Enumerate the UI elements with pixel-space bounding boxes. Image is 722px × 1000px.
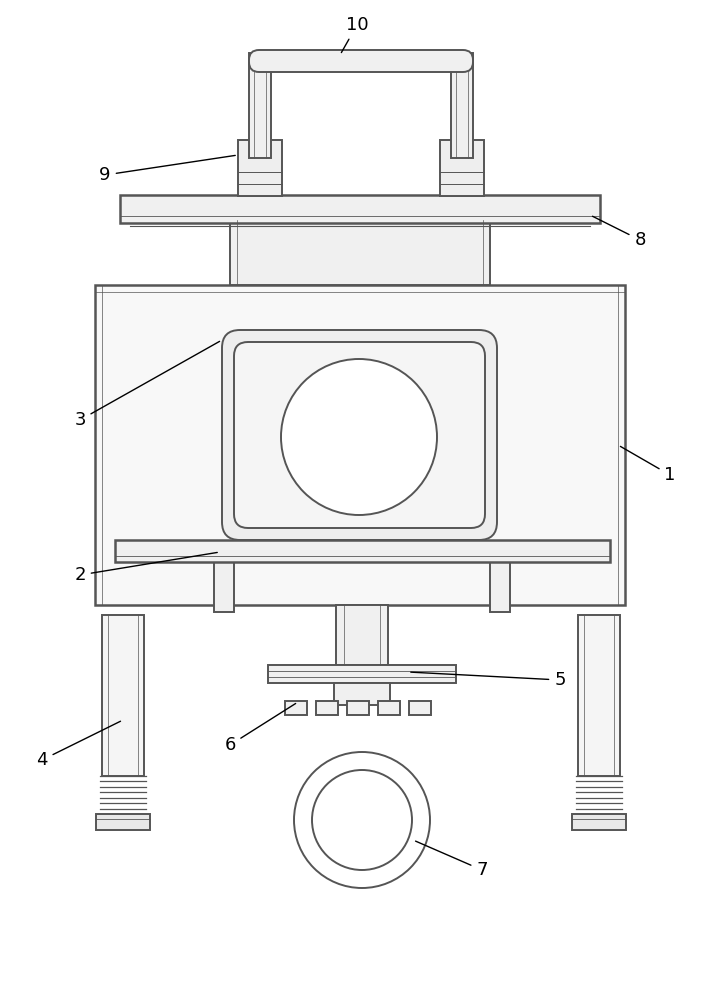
Bar xyxy=(214,562,234,612)
Bar xyxy=(572,814,626,830)
FancyBboxPatch shape xyxy=(249,50,473,72)
Text: 3: 3 xyxy=(74,341,219,429)
Bar xyxy=(316,701,338,715)
Text: 1: 1 xyxy=(620,446,676,484)
Bar xyxy=(347,701,369,715)
Text: 9: 9 xyxy=(99,155,235,184)
Bar xyxy=(230,220,490,285)
Bar xyxy=(268,665,456,683)
Bar xyxy=(249,53,271,158)
Circle shape xyxy=(312,770,412,870)
Bar xyxy=(120,195,600,223)
Text: 8: 8 xyxy=(593,216,645,249)
Bar xyxy=(451,53,473,158)
Text: 10: 10 xyxy=(342,16,368,53)
Bar xyxy=(578,615,620,776)
Bar xyxy=(102,615,144,776)
Bar xyxy=(115,540,610,562)
Text: 2: 2 xyxy=(74,552,217,584)
Circle shape xyxy=(281,359,437,515)
Text: 6: 6 xyxy=(225,703,295,754)
Circle shape xyxy=(294,752,430,888)
Bar xyxy=(334,683,390,705)
FancyBboxPatch shape xyxy=(222,330,497,540)
Bar xyxy=(95,285,625,605)
Text: 4: 4 xyxy=(36,721,121,769)
Bar xyxy=(285,701,307,715)
Bar xyxy=(440,140,484,196)
Bar xyxy=(490,562,510,612)
Bar xyxy=(378,701,400,715)
FancyBboxPatch shape xyxy=(234,342,485,528)
Bar xyxy=(336,605,388,665)
Bar xyxy=(238,140,282,196)
Bar xyxy=(96,814,150,830)
Bar xyxy=(409,701,431,715)
Text: 7: 7 xyxy=(416,841,488,879)
Text: 5: 5 xyxy=(411,671,566,689)
